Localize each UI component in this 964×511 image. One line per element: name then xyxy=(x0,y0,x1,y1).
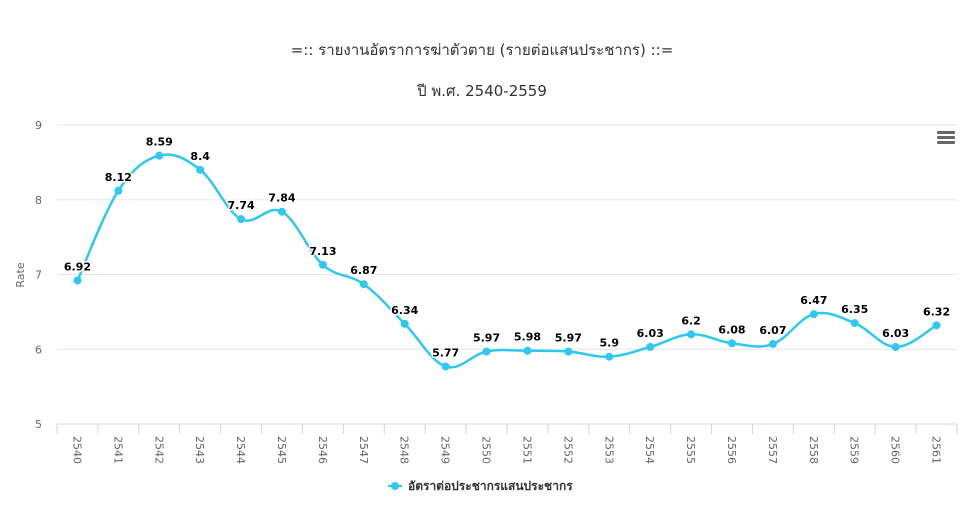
data-point[interactable] xyxy=(114,186,123,195)
data-label: 8.12 xyxy=(105,171,132,184)
x-tick-label: 2553 xyxy=(602,436,615,464)
data-point[interactable] xyxy=(523,346,532,355)
data-point[interactable] xyxy=(728,339,736,348)
chart-subtitle: ปี พ.ศ. 2540-2559 xyxy=(416,82,547,100)
x-tick-label: 2543 xyxy=(193,436,206,464)
data-point[interactable] xyxy=(73,276,82,285)
legend-item[interactable]: อัตราต่อประชากรแสนประชากร xyxy=(388,479,573,493)
data-points xyxy=(73,151,941,371)
x-tick-label: 2552 xyxy=(561,436,574,464)
y-axis: 5 6 7 8 9 xyxy=(35,119,42,431)
x-tick-label: 2558 xyxy=(807,436,820,464)
hamburger-menu-icon xyxy=(937,131,955,144)
x-tick-label: 2541 xyxy=(111,436,124,464)
data-point[interactable] xyxy=(605,352,614,361)
y-tick-label: 8 xyxy=(35,194,42,207)
data-labels: 6.92 8.12 8.59 8.4 7.74 7.84 7.13 6.87 6.34 5.77 5… xyxy=(62,134,951,361)
series-path xyxy=(76,153,938,369)
y-tick-label: 7 xyxy=(35,269,42,282)
data-label: 6.32 xyxy=(923,305,950,318)
data-point[interactable] xyxy=(400,319,409,328)
series-line xyxy=(76,153,938,369)
data-label: 6.87 xyxy=(350,264,377,277)
data-label: 5.97 xyxy=(473,331,500,344)
data-label: 5.9 xyxy=(600,337,620,350)
data-label: 6.08 xyxy=(718,323,745,336)
data-point[interactable] xyxy=(809,310,818,319)
legend-marker xyxy=(391,482,399,490)
data-point[interactable] xyxy=(359,280,368,289)
x-axis: 2540 2541 2542 2543 2544 2545 2546 2547 2548 2549… xyxy=(56,423,958,464)
data-label: 6.07 xyxy=(759,324,786,337)
data-point[interactable] xyxy=(564,347,573,356)
y-tick-label: 6 xyxy=(35,343,42,356)
x-tick-label: 2549 xyxy=(439,436,452,464)
data-point[interactable] xyxy=(155,151,164,160)
data-point[interactable] xyxy=(891,343,900,352)
data-point[interactable] xyxy=(278,207,286,216)
data-label: 6.92 xyxy=(64,260,91,273)
x-tick-label: 2540 xyxy=(70,436,83,464)
data-label: 5.97 xyxy=(555,331,582,344)
legend-label: อัตราต่อประชากรแสนประชากร xyxy=(408,479,573,493)
data-point[interactable] xyxy=(768,340,777,349)
y-tick-label: 9 xyxy=(35,119,42,132)
data-point[interactable] xyxy=(932,321,941,330)
data-point[interactable] xyxy=(318,260,327,269)
x-tick-label: 2557 xyxy=(766,436,779,464)
data-label: 7.13 xyxy=(309,245,336,258)
data-label: 6.2 xyxy=(681,314,701,327)
data-label: 5.98 xyxy=(514,331,541,344)
x-tick-label: 2551 xyxy=(520,436,533,464)
y-tick-label: 5 xyxy=(35,418,42,431)
data-label: 6.35 xyxy=(841,303,868,316)
x-tick-label: 2550 xyxy=(480,436,493,464)
data-point[interactable] xyxy=(850,319,859,328)
x-tick-label: 2547 xyxy=(357,436,370,464)
data-point[interactable] xyxy=(646,343,655,352)
x-tick-label: 2559 xyxy=(848,436,861,464)
x-tick-label: 2548 xyxy=(398,436,411,464)
data-label: 8.4 xyxy=(190,150,210,163)
x-tick-label: 2545 xyxy=(275,436,288,464)
x-tick-label: 2561 xyxy=(930,436,943,464)
x-tick-label: 2546 xyxy=(316,436,329,464)
chart-menu-button[interactable] xyxy=(932,124,960,150)
x-tick-label: 2560 xyxy=(889,436,902,464)
data-point[interactable] xyxy=(687,330,696,339)
x-tick-label: 2544 xyxy=(234,436,247,464)
data-label: 6.47 xyxy=(800,294,827,307)
y-axis-title: Rate xyxy=(14,262,27,287)
data-label: 8.59 xyxy=(146,136,173,149)
data-label: 6.03 xyxy=(637,327,664,340)
data-label: 7.84 xyxy=(268,192,295,205)
x-tick-label: 2542 xyxy=(152,436,165,464)
x-tick-label: 2555 xyxy=(684,436,697,464)
x-tick-label: 2556 xyxy=(725,436,738,464)
data-point[interactable] xyxy=(482,347,491,356)
data-label: 5.77 xyxy=(432,346,459,359)
data-label: 6.34 xyxy=(391,304,418,317)
x-tick-label: 2554 xyxy=(643,436,656,464)
data-point[interactable] xyxy=(441,362,450,371)
chart-title: =:: รายงานอัตราการฆ่าตัวตาย (รายต่อแสนปร… xyxy=(291,41,674,59)
data-label: 6.03 xyxy=(882,327,909,340)
data-label: 7.74 xyxy=(228,199,255,212)
data-point[interactable] xyxy=(196,165,205,174)
data-point[interactable] xyxy=(237,215,246,224)
